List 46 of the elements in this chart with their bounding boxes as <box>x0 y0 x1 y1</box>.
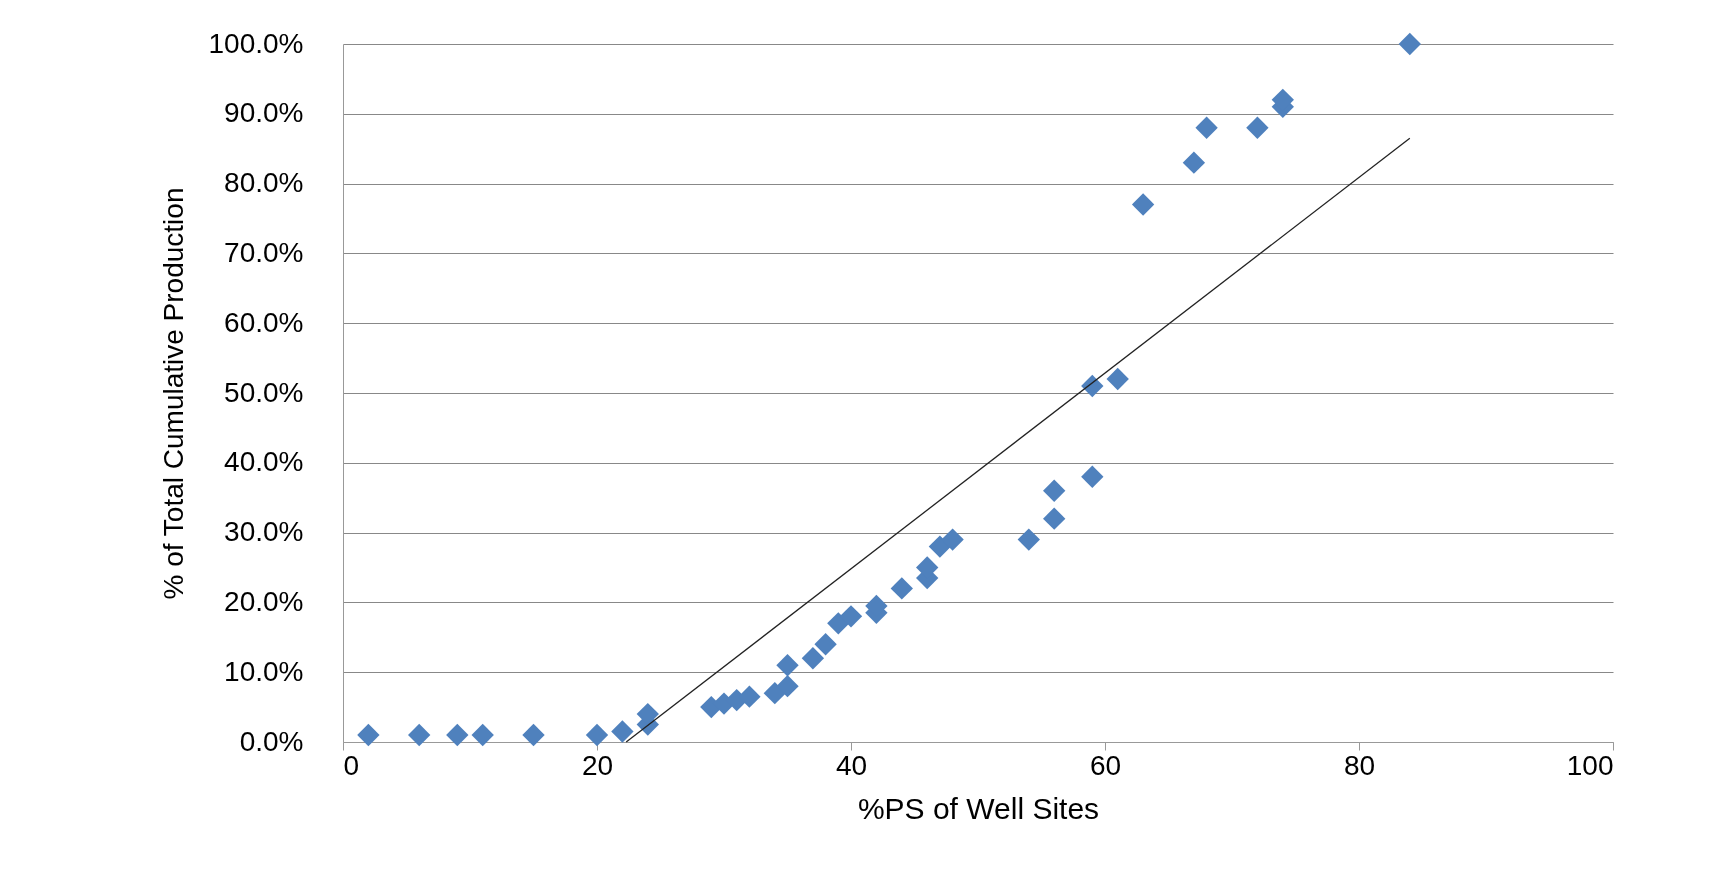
x-tick-label: 0 <box>343 749 360 781</box>
point <box>1182 151 1206 174</box>
point <box>827 612 850 635</box>
point <box>941 528 964 551</box>
point <box>1043 479 1066 502</box>
point <box>357 723 380 747</box>
point <box>611 720 634 743</box>
x-tick-label: 40 <box>835 749 868 781</box>
point <box>776 674 799 698</box>
y-tick-label: 100.0% <box>208 27 304 59</box>
point <box>1398 32 1421 56</box>
point <box>1106 367 1129 391</box>
x-tick-label: 80 <box>1343 749 1376 781</box>
x-tick-label: 60 <box>1089 749 1122 781</box>
point <box>1081 465 1104 488</box>
x-tick-label: 100 <box>1566 749 1614 781</box>
point <box>1131 193 1155 216</box>
y-tick-label: 0.0% <box>239 725 304 757</box>
point <box>446 723 469 747</box>
point <box>585 723 609 747</box>
point <box>1246 116 1269 139</box>
point <box>839 605 863 628</box>
point <box>776 654 799 677</box>
point <box>738 685 761 708</box>
y-tick-label: 20.0% <box>224 585 304 617</box>
y-tick-label: 90.0% <box>224 97 304 129</box>
point <box>1043 507 1066 530</box>
y-tick-label: 10.0% <box>224 655 304 687</box>
point <box>1017 528 1040 551</box>
point <box>408 723 431 747</box>
x-tick-label: 20 <box>581 749 614 781</box>
point <box>1195 116 1218 139</box>
y-tick-label: 60.0% <box>224 306 304 338</box>
point <box>522 723 545 747</box>
y-tick-label: 30.0% <box>224 516 304 548</box>
point <box>890 577 913 600</box>
x-axis-title: %PS of Well Sites <box>857 791 1100 825</box>
y-tick-label: 50.0% <box>224 376 304 408</box>
y-axis-title: % of Total Cumulative Production <box>157 187 189 600</box>
y-tick-label: 40.0% <box>224 446 304 478</box>
point <box>801 647 825 670</box>
y-tick-label: 70.0% <box>224 236 304 268</box>
point <box>471 723 494 747</box>
y-tick-label: 80.0% <box>224 167 304 199</box>
point <box>814 633 837 656</box>
point <box>763 681 786 705</box>
